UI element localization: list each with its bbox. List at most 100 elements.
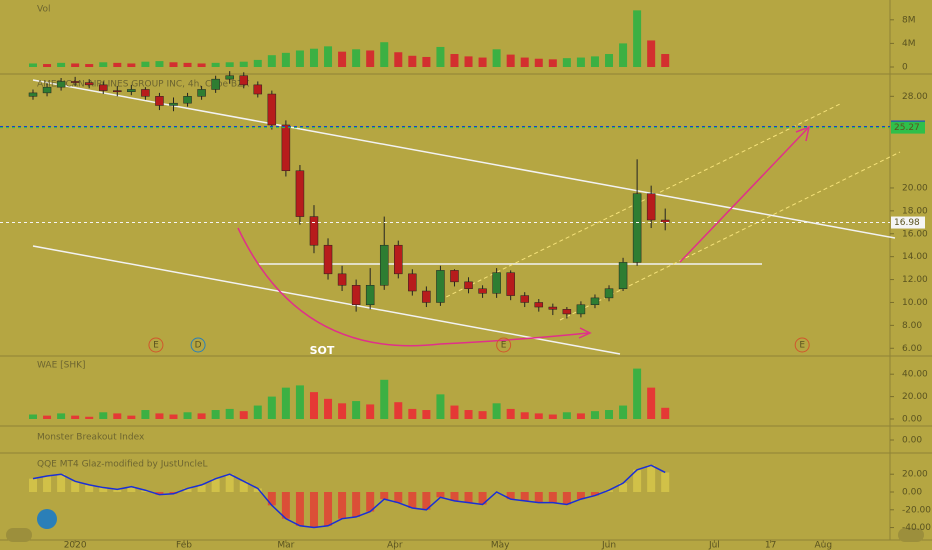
bar xyxy=(436,46,445,67)
candle-body xyxy=(450,270,459,283)
settings-button[interactable] xyxy=(898,528,924,542)
candle-body xyxy=(548,306,558,310)
x-tick-label: Jul xyxy=(708,541,720,550)
bar xyxy=(169,414,178,419)
bar xyxy=(366,404,375,419)
histogram-bar xyxy=(267,492,276,506)
bar xyxy=(450,54,459,67)
histogram-bar xyxy=(661,472,670,492)
price-tag-label: 16.98 xyxy=(894,218,920,228)
x-tick-label: Mar xyxy=(277,541,294,550)
bar xyxy=(169,62,178,67)
candle-body xyxy=(464,281,473,289)
bar xyxy=(29,63,37,67)
bar xyxy=(57,62,66,67)
y-tick-label: 0 xyxy=(902,63,908,73)
histogram-bar xyxy=(324,492,333,526)
candle-body xyxy=(436,270,445,303)
histogram-bar xyxy=(394,492,403,503)
x-tick-label: Aug xyxy=(814,541,832,550)
histogram-bar xyxy=(576,492,585,500)
bar xyxy=(647,387,656,419)
bar xyxy=(380,42,389,67)
bar xyxy=(520,57,529,67)
bar xyxy=(225,408,234,419)
bar xyxy=(422,410,431,419)
bar xyxy=(647,40,656,67)
bar xyxy=(239,61,248,67)
candle-body xyxy=(576,304,586,315)
bar xyxy=(408,55,417,67)
histogram-bar xyxy=(169,492,178,494)
qqe-line xyxy=(32,464,666,529)
bar xyxy=(534,413,543,419)
y-tick-label: 0.00 xyxy=(902,488,922,498)
histogram-bar xyxy=(366,492,375,512)
annotation: SOT xyxy=(310,344,335,357)
histogram-bar xyxy=(183,488,192,492)
candle-body xyxy=(365,285,375,306)
candle-body xyxy=(660,219,670,223)
histogram-bar xyxy=(141,490,150,492)
histogram-bar xyxy=(478,492,487,505)
bar xyxy=(253,59,262,67)
candle-body xyxy=(183,96,192,104)
y-tick-label: 28.00 xyxy=(902,92,928,102)
bar xyxy=(478,411,487,419)
histogram-bar xyxy=(225,474,234,492)
candle-body xyxy=(590,297,600,306)
bar xyxy=(619,405,628,419)
candle-body xyxy=(478,288,487,294)
y-tick-label: 14.00 xyxy=(902,252,928,262)
bar xyxy=(141,410,150,419)
histogram-bar xyxy=(281,492,290,519)
bar xyxy=(576,413,585,419)
histogram-bar xyxy=(534,492,543,503)
histogram-bar xyxy=(211,478,220,492)
histogram-bar xyxy=(605,490,614,492)
histogram-bar xyxy=(506,492,515,500)
candle-body xyxy=(127,89,136,92)
bar xyxy=(548,59,557,67)
candle-body xyxy=(281,124,291,172)
event-marker xyxy=(190,337,206,353)
histogram-bar xyxy=(127,486,136,492)
bar xyxy=(239,411,248,419)
bar xyxy=(352,401,361,419)
x-tick-label: 2020 xyxy=(64,541,87,550)
bar xyxy=(590,56,599,67)
bar xyxy=(225,62,234,67)
bar xyxy=(211,410,220,419)
candle-body xyxy=(506,272,515,296)
bar xyxy=(43,64,52,67)
candle-body xyxy=(394,244,403,275)
bar xyxy=(408,408,417,419)
bar xyxy=(352,49,361,67)
histogram-bar xyxy=(562,492,571,505)
bar xyxy=(394,52,403,67)
y-tick-label: 18.00 xyxy=(902,206,928,216)
x-tick-label: Apr xyxy=(387,541,403,550)
channel-line xyxy=(439,103,841,301)
bar xyxy=(309,48,318,67)
channel-line xyxy=(559,151,901,321)
y-tick-label: -20.00 xyxy=(902,505,931,515)
bar xyxy=(605,410,614,419)
bar xyxy=(506,54,515,67)
event-label: E xyxy=(153,341,159,351)
scroll-button[interactable] xyxy=(6,528,32,542)
bar xyxy=(506,408,515,419)
trend-line xyxy=(32,79,896,239)
event-label: D xyxy=(195,341,202,351)
y-tick-label: 20.00 xyxy=(902,470,928,480)
candle-body xyxy=(422,290,431,303)
bar xyxy=(99,412,108,419)
arrow-head xyxy=(795,125,811,142)
candle-body xyxy=(113,90,122,92)
bar xyxy=(197,413,206,419)
bar xyxy=(57,413,66,419)
bar xyxy=(253,405,262,419)
histogram-bar xyxy=(380,492,389,500)
bar xyxy=(492,403,501,419)
bar xyxy=(281,52,290,67)
